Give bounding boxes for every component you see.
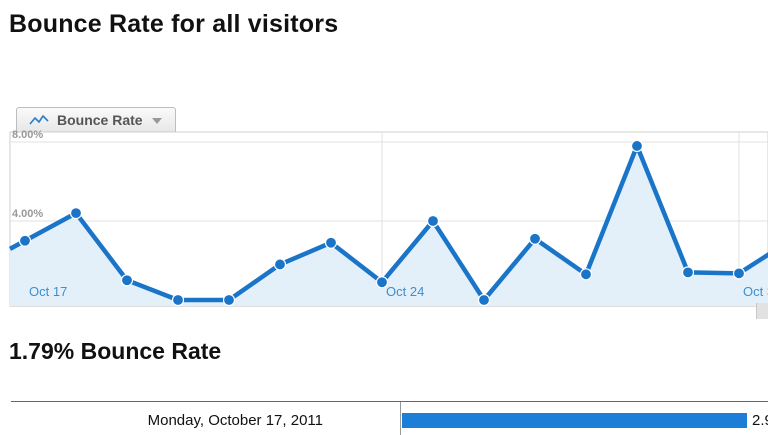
y-tick-label: 8.00% xyxy=(12,129,43,141)
data-point[interactable] xyxy=(477,293,491,307)
data-point[interactable] xyxy=(69,207,83,220)
table-row-value: 2.9 xyxy=(752,412,768,429)
chart-labels: 8.00% 4.00% Oct 17 Oct 24 Oct 31 xyxy=(12,129,768,299)
x-tick-label: Oct 17 xyxy=(29,284,67,299)
summary-bounce-rate: 1.79% Bounce Rate xyxy=(9,338,222,364)
x-tick-label: Oct 31 xyxy=(743,284,768,299)
page-title: Bounce Rate for all visitors xyxy=(9,10,339,38)
data-point[interactable] xyxy=(171,293,185,307)
x-tick-label: Oct 24 xyxy=(386,284,424,299)
data-point[interactable] xyxy=(630,139,644,153)
metric-selector-label: Bounce Rate xyxy=(57,112,143,128)
data-point[interactable] xyxy=(681,266,695,279)
data-point[interactable] xyxy=(273,258,287,271)
data-point[interactable] xyxy=(375,276,389,289)
data-point[interactable] xyxy=(324,236,338,249)
metric-selector-dropdown[interactable]: Bounce Rate xyxy=(16,107,176,132)
y-tick-label: 4.00% xyxy=(12,208,43,220)
table-row-bar xyxy=(402,413,747,428)
data-point[interactable] xyxy=(222,293,236,307)
data-point[interactable] xyxy=(528,232,542,245)
table-top-border xyxy=(11,401,768,402)
line-chart-icon xyxy=(29,115,49,125)
data-point[interactable] xyxy=(120,274,134,287)
data-point[interactable] xyxy=(579,268,593,281)
chart-points xyxy=(18,139,746,307)
table-column-divider xyxy=(400,402,401,435)
data-point[interactable] xyxy=(732,267,746,280)
bounce-rate-chart: 8.00% 4.00% Oct 17 Oct 24 Oct 31 xyxy=(8,129,768,307)
chart-scroll-handle[interactable] xyxy=(756,303,768,319)
data-point[interactable] xyxy=(18,234,32,247)
data-point[interactable] xyxy=(426,214,440,228)
caret-down-icon xyxy=(151,118,162,124)
table-row-date: Monday, October 17, 2011 xyxy=(147,412,323,429)
